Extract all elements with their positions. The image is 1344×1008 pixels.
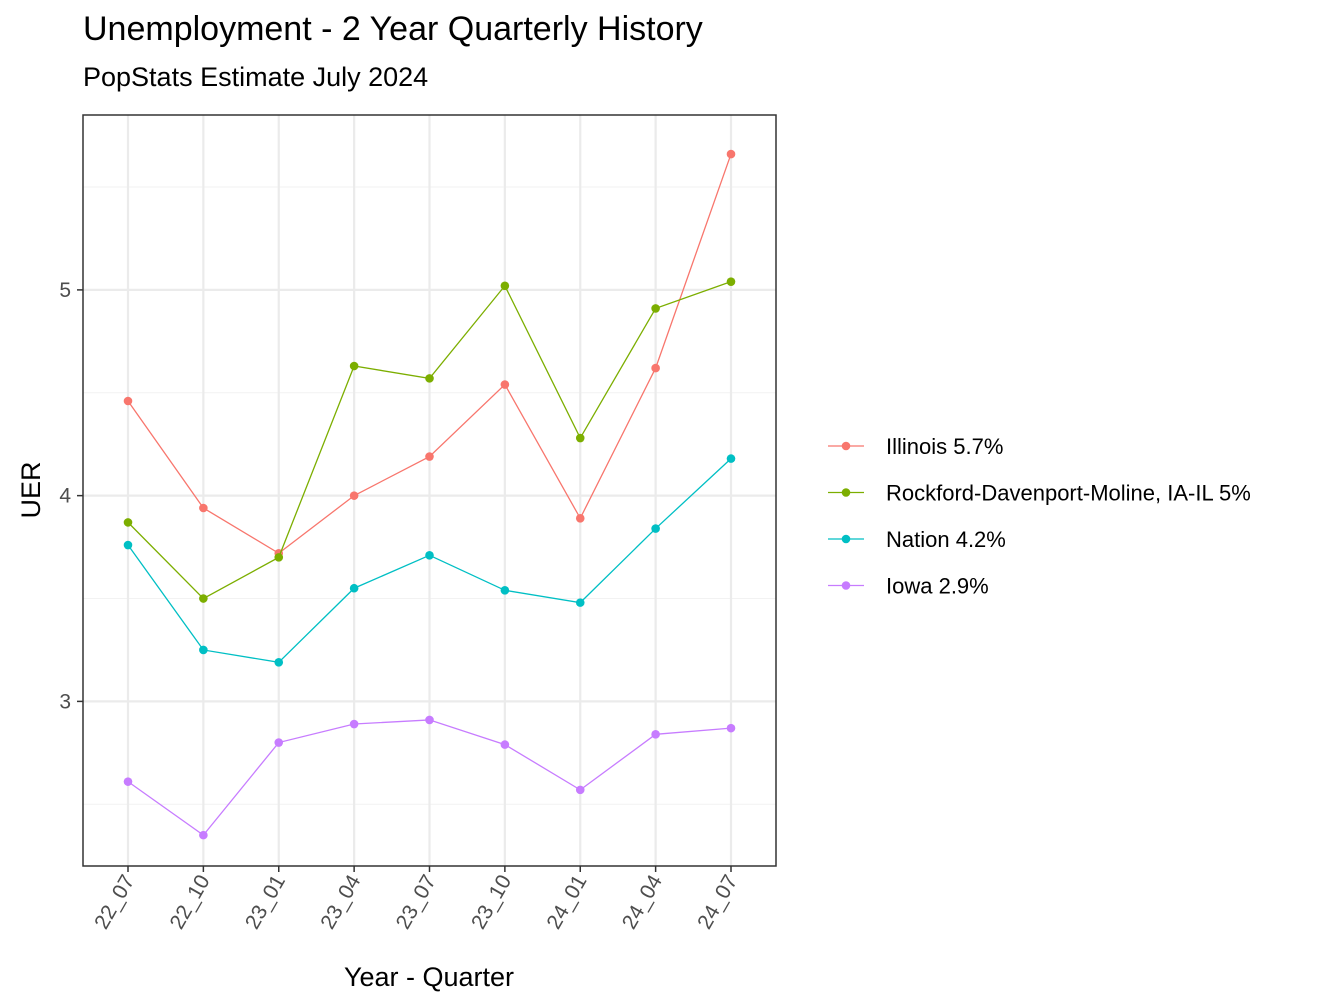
chart-title: Unemployment - 2 Year Quarterly History: [83, 10, 703, 48]
data-point: [726, 149, 736, 159]
data-point: [425, 374, 434, 383]
chart-subtitle: PopStats Estimate July 2024: [83, 62, 429, 92]
data-point: [199, 645, 208, 655]
data-point: [349, 583, 359, 593]
data-point: [425, 551, 434, 560]
x-axis-title: Year - Quarter: [344, 962, 514, 992]
x-tick-label: 24_07: [693, 871, 742, 933]
legend-label: Iowa 2.9%: [886, 574, 989, 599]
data-point: [425, 715, 434, 725]
data-point: [575, 785, 585, 795]
data-point: [123, 396, 133, 406]
data-point: [199, 503, 208, 513]
data-point: [349, 361, 359, 371]
data-point: [575, 433, 585, 443]
data-point: [274, 738, 284, 747]
data-point: [274, 553, 284, 562]
legend-label: Rockford-Davenport-Moline, IA-IL 5%: [886, 481, 1251, 506]
data-point: [274, 658, 284, 667]
x-tick-label: 22_10: [166, 871, 215, 933]
series-group: [123, 149, 736, 840]
data-point: [123, 518, 133, 527]
x-tick-label: 24_04: [618, 871, 667, 933]
y-axis-title: UER: [16, 461, 46, 518]
legend-key-point: [841, 441, 851, 451]
x-tick-label: 23_10: [467, 871, 516, 933]
data-point: [651, 304, 660, 313]
data-point: [425, 452, 434, 461]
x-tick-label: 24_01: [542, 871, 591, 933]
data-point: [123, 540, 133, 550]
data-point: [500, 380, 510, 389]
data-point: [500, 281, 510, 291]
data-point: [651, 524, 660, 533]
x-tick-label: 22_07: [90, 871, 139, 933]
legend: Illinois 5.7% Rockford-Davenport-Moline, …: [828, 434, 1251, 599]
x-tick-label: 23_07: [392, 871, 441, 933]
data-point: [199, 830, 208, 840]
legend-label: Nation 4.2%: [886, 527, 1006, 552]
data-point: [651, 730, 660, 739]
data-point: [500, 585, 510, 595]
data-point: [349, 491, 359, 500]
y-axis: 3 4 5: [59, 279, 83, 713]
x-tick-label: 23_01: [241, 871, 290, 933]
y-tick-label: 5: [59, 279, 71, 302]
data-point: [726, 723, 736, 733]
data-point: [349, 719, 359, 729]
data-point: [726, 454, 736, 463]
legend-label: Illinois 5.7%: [886, 434, 1003, 459]
data-point: [123, 777, 133, 786]
y-tick-label: 4: [59, 485, 71, 508]
data-point: [199, 594, 208, 603]
data-point: [575, 513, 585, 523]
data-point: [500, 740, 510, 749]
data-point: [575, 598, 585, 607]
legend-key-point: [841, 488, 851, 497]
legend-key-point: [841, 581, 851, 590]
data-point: [726, 277, 736, 286]
x-tick-label: 23_04: [316, 871, 365, 933]
legend-key-point: [841, 534, 851, 544]
x-axis: 22_07 22_10 23_01 23_04 23_07 23_10 24_01 24_04…: [90, 866, 742, 933]
y-tick-label: 3: [59, 690, 71, 713]
data-point: [651, 363, 660, 373]
